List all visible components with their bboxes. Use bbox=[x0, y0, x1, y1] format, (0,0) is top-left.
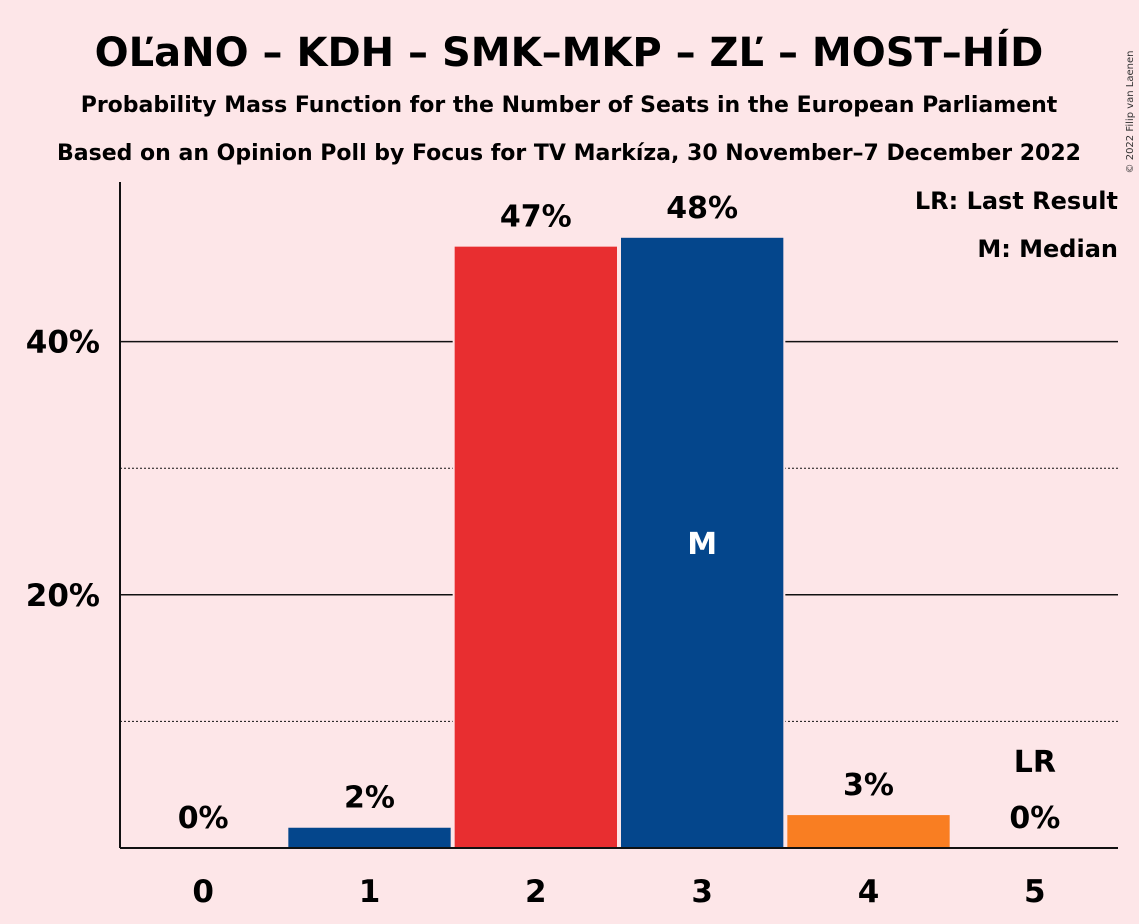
x-tick-label: 3 bbox=[691, 874, 713, 910]
copyright-notice: © 2022 Filip van Laenen bbox=[1125, 51, 1136, 174]
last-result-marker: LR bbox=[1014, 745, 1056, 780]
bars bbox=[286, 233, 952, 849]
bar-value-label: 48% bbox=[666, 191, 738, 226]
x-tick-label: 4 bbox=[858, 874, 880, 910]
chart-subtitle-2: Based on an Opinion Poll by Focus for TV… bbox=[57, 141, 1081, 166]
x-tick-label: 1 bbox=[359, 874, 381, 910]
y-tick-label: 20% bbox=[26, 578, 100, 614]
bar-2 bbox=[454, 246, 617, 848]
bar-value-label: 0% bbox=[1009, 801, 1060, 836]
bar-1 bbox=[288, 827, 451, 848]
bar-value-label: 2% bbox=[344, 781, 395, 816]
y-axis-ticks: 20% 40% bbox=[26, 325, 100, 614]
legend-median: M: Median bbox=[977, 235, 1118, 263]
median-marker: M bbox=[687, 527, 717, 562]
legend-last-result: LR: Last Result bbox=[915, 187, 1118, 215]
bar-value-label: 0% bbox=[178, 801, 229, 836]
y-tick-label: 40% bbox=[26, 325, 100, 361]
x-axis-ticks: 0 1 2 3 4 5 bbox=[192, 874, 1045, 910]
x-tick-label: 5 bbox=[1024, 874, 1046, 910]
bar-value-labels: 0% 2% 47% 48% M 3% 0% LR bbox=[178, 191, 1061, 836]
bar-value-label: 47% bbox=[500, 200, 572, 235]
bar-value-label: 3% bbox=[843, 768, 894, 803]
x-tick-label: 0 bbox=[192, 874, 214, 910]
x-tick-label: 2 bbox=[525, 874, 547, 910]
chart-title: OĽaNO – KDH – SMK–MKP – ZĽ – MOST–HÍD bbox=[95, 28, 1044, 76]
bar-3 bbox=[621, 237, 784, 849]
bar-4 bbox=[787, 815, 950, 848]
chart-subtitle-1: Probability Mass Function for the Number… bbox=[81, 93, 1058, 118]
